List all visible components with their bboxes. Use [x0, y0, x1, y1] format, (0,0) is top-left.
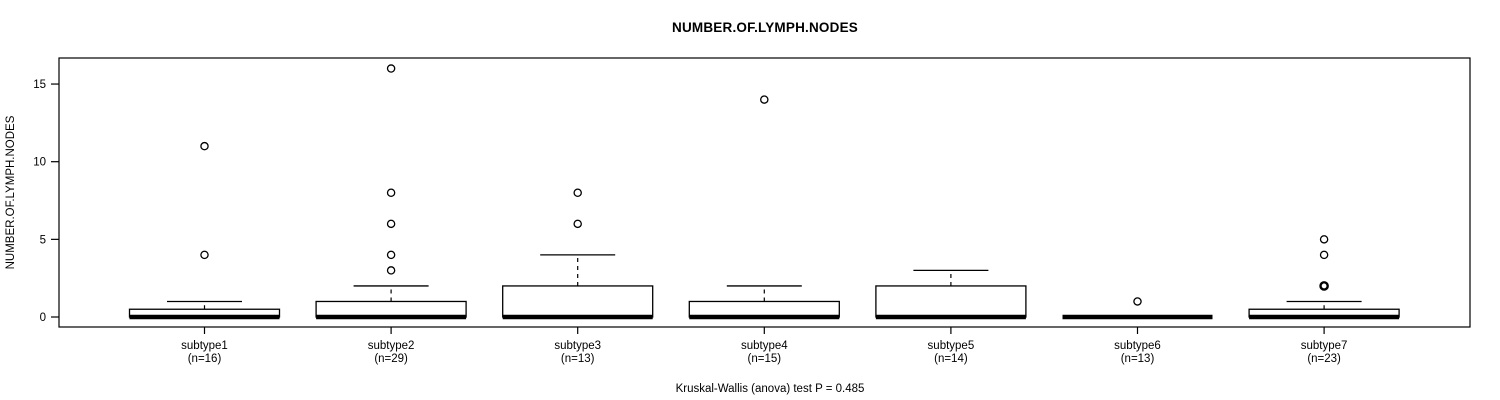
- outlier-point: [1319, 235, 1329, 244]
- x-group-n-label: (n=15): [748, 353, 782, 365]
- iqr-box: [688, 300, 840, 318]
- outlier-point: [386, 188, 396, 198]
- x-group-n-label: (n=14): [934, 353, 968, 365]
- iqr-box: [502, 285, 654, 318]
- outlier-point: [573, 188, 582, 198]
- x-group-label: subtype4: [741, 340, 788, 352]
- outlier-point: [1319, 250, 1329, 260]
- x-group-label: subtype1: [181, 340, 228, 352]
- y-tick-label: 5: [40, 234, 46, 246]
- outlier-point: [386, 266, 396, 275]
- y-axis-label: NUMBER.OF.LYMPH.NODES: [5, 115, 17, 269]
- x-group-label: subtype6: [1114, 340, 1161, 352]
- x-group-label: subtype3: [554, 340, 601, 352]
- x-group-n-label: (n=23): [1307, 353, 1341, 365]
- x-group-n-label: (n=16): [188, 353, 222, 365]
- x-group-n-label: (n=13): [1121, 353, 1155, 365]
- outlier-point: [386, 250, 396, 260]
- chart-title: NUMBER.OF.LYMPH.NODES: [672, 20, 858, 35]
- y-tick-label: 0: [40, 312, 46, 324]
- outlier-point: [200, 141, 209, 151]
- outlier-point: [760, 95, 769, 104]
- outlier-point: [386, 64, 396, 73]
- plot-frame: [58, 57, 1471, 328]
- iqr-box: [875, 285, 1027, 318]
- x-group-n-label: (n=13): [561, 353, 595, 365]
- outlier-point: [200, 250, 209, 260]
- x-group-label: subtype5: [928, 340, 975, 352]
- outlier-point: [1133, 297, 1142, 306]
- x-group-label: subtype7: [1301, 340, 1348, 352]
- plot-content: 0 5 10 15 subtype1(n=16) subtype2(n=29) subtyp…: [33, 64, 1400, 365]
- outlier-point: [386, 219, 396, 229]
- x-group-label: subtype2: [368, 340, 415, 352]
- kruskal-wallis-caption: Kruskal-Wallis (anova) test P = 0.485: [676, 383, 865, 395]
- outlier-point: [1319, 281, 1329, 291]
- iqr-box: [315, 300, 467, 318]
- outlier-point: [573, 219, 582, 229]
- y-tick-label: 15: [33, 79, 46, 91]
- x-group-n-label: (n=29): [374, 353, 408, 365]
- y-tick-label: 10: [33, 157, 46, 169]
